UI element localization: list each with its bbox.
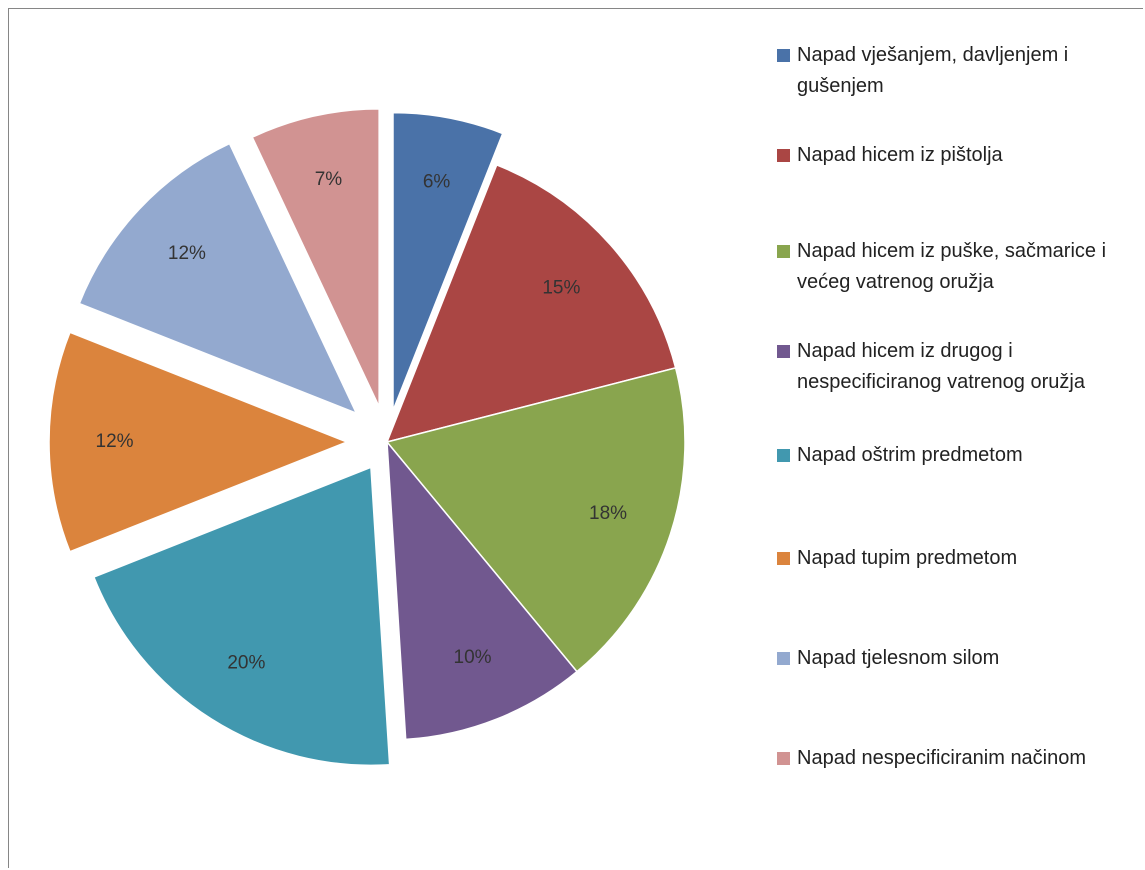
data-label: 15% [542, 277, 580, 298]
data-label: 10% [454, 647, 492, 668]
pie-slice [385, 163, 677, 444]
pie-slice [78, 142, 358, 415]
legend-item: Napad hicem iz drugog i nespecificiranog… [775, 336, 1120, 398]
legend-item: Napad oštrim predmetom [775, 440, 1120, 471]
legend-label: Napad hicem iz pištolja [797, 144, 1003, 166]
pie-slice [385, 366, 686, 673]
legend-label: Napad hicem iz puške, sačmarice i većeg … [797, 240, 1107, 293]
legend-item: Napad vješanjem, davljenjem i gušenjem [775, 40, 1120, 102]
legend-label: Napad hicem iz drugog i nespecificiranog… [797, 340, 1085, 393]
legend-label: Napad nespecificiranim načinom [797, 747, 1087, 769]
legend-swatch [777, 752, 790, 765]
data-label: 6% [423, 171, 451, 192]
legend-item: Napad hicem iz pištolja [775, 140, 1120, 171]
legend-item: Napad tjelesnom silom [775, 643, 1120, 674]
legend-label: Napad oštrim predmetom [797, 444, 1023, 466]
pie-slice [48, 331, 350, 553]
legend-item: Napad tupim predmetom [775, 543, 1120, 574]
pie-slice [386, 439, 579, 741]
data-label: 7% [315, 169, 343, 190]
legend-swatch [777, 652, 790, 665]
legend-swatch [777, 345, 790, 358]
data-label: 12% [168, 243, 206, 264]
legend-item: Napad nespecificiranim načinom [775, 743, 1120, 774]
legend-swatch [777, 449, 790, 462]
legend-swatch [777, 552, 790, 565]
legend-label: Napad tupim predmetom [797, 547, 1018, 569]
data-label: 20% [227, 653, 265, 674]
legend-swatch [777, 245, 790, 258]
chart-frame [8, 8, 1143, 868]
pie-slice [251, 108, 380, 408]
pie-slice [92, 466, 391, 767]
data-label: 18% [589, 503, 627, 524]
legend-swatch [777, 149, 790, 162]
data-label: 12% [96, 431, 134, 452]
legend-swatch [777, 49, 790, 62]
legend-label: Napad vješanjem, davljenjem i gušenjem [797, 44, 1069, 97]
pie-slice [392, 111, 504, 411]
legend-item: Napad hicem iz puške, sačmarice i većeg … [775, 236, 1120, 298]
legend-label: Napad tjelesnom silom [797, 647, 1000, 669]
